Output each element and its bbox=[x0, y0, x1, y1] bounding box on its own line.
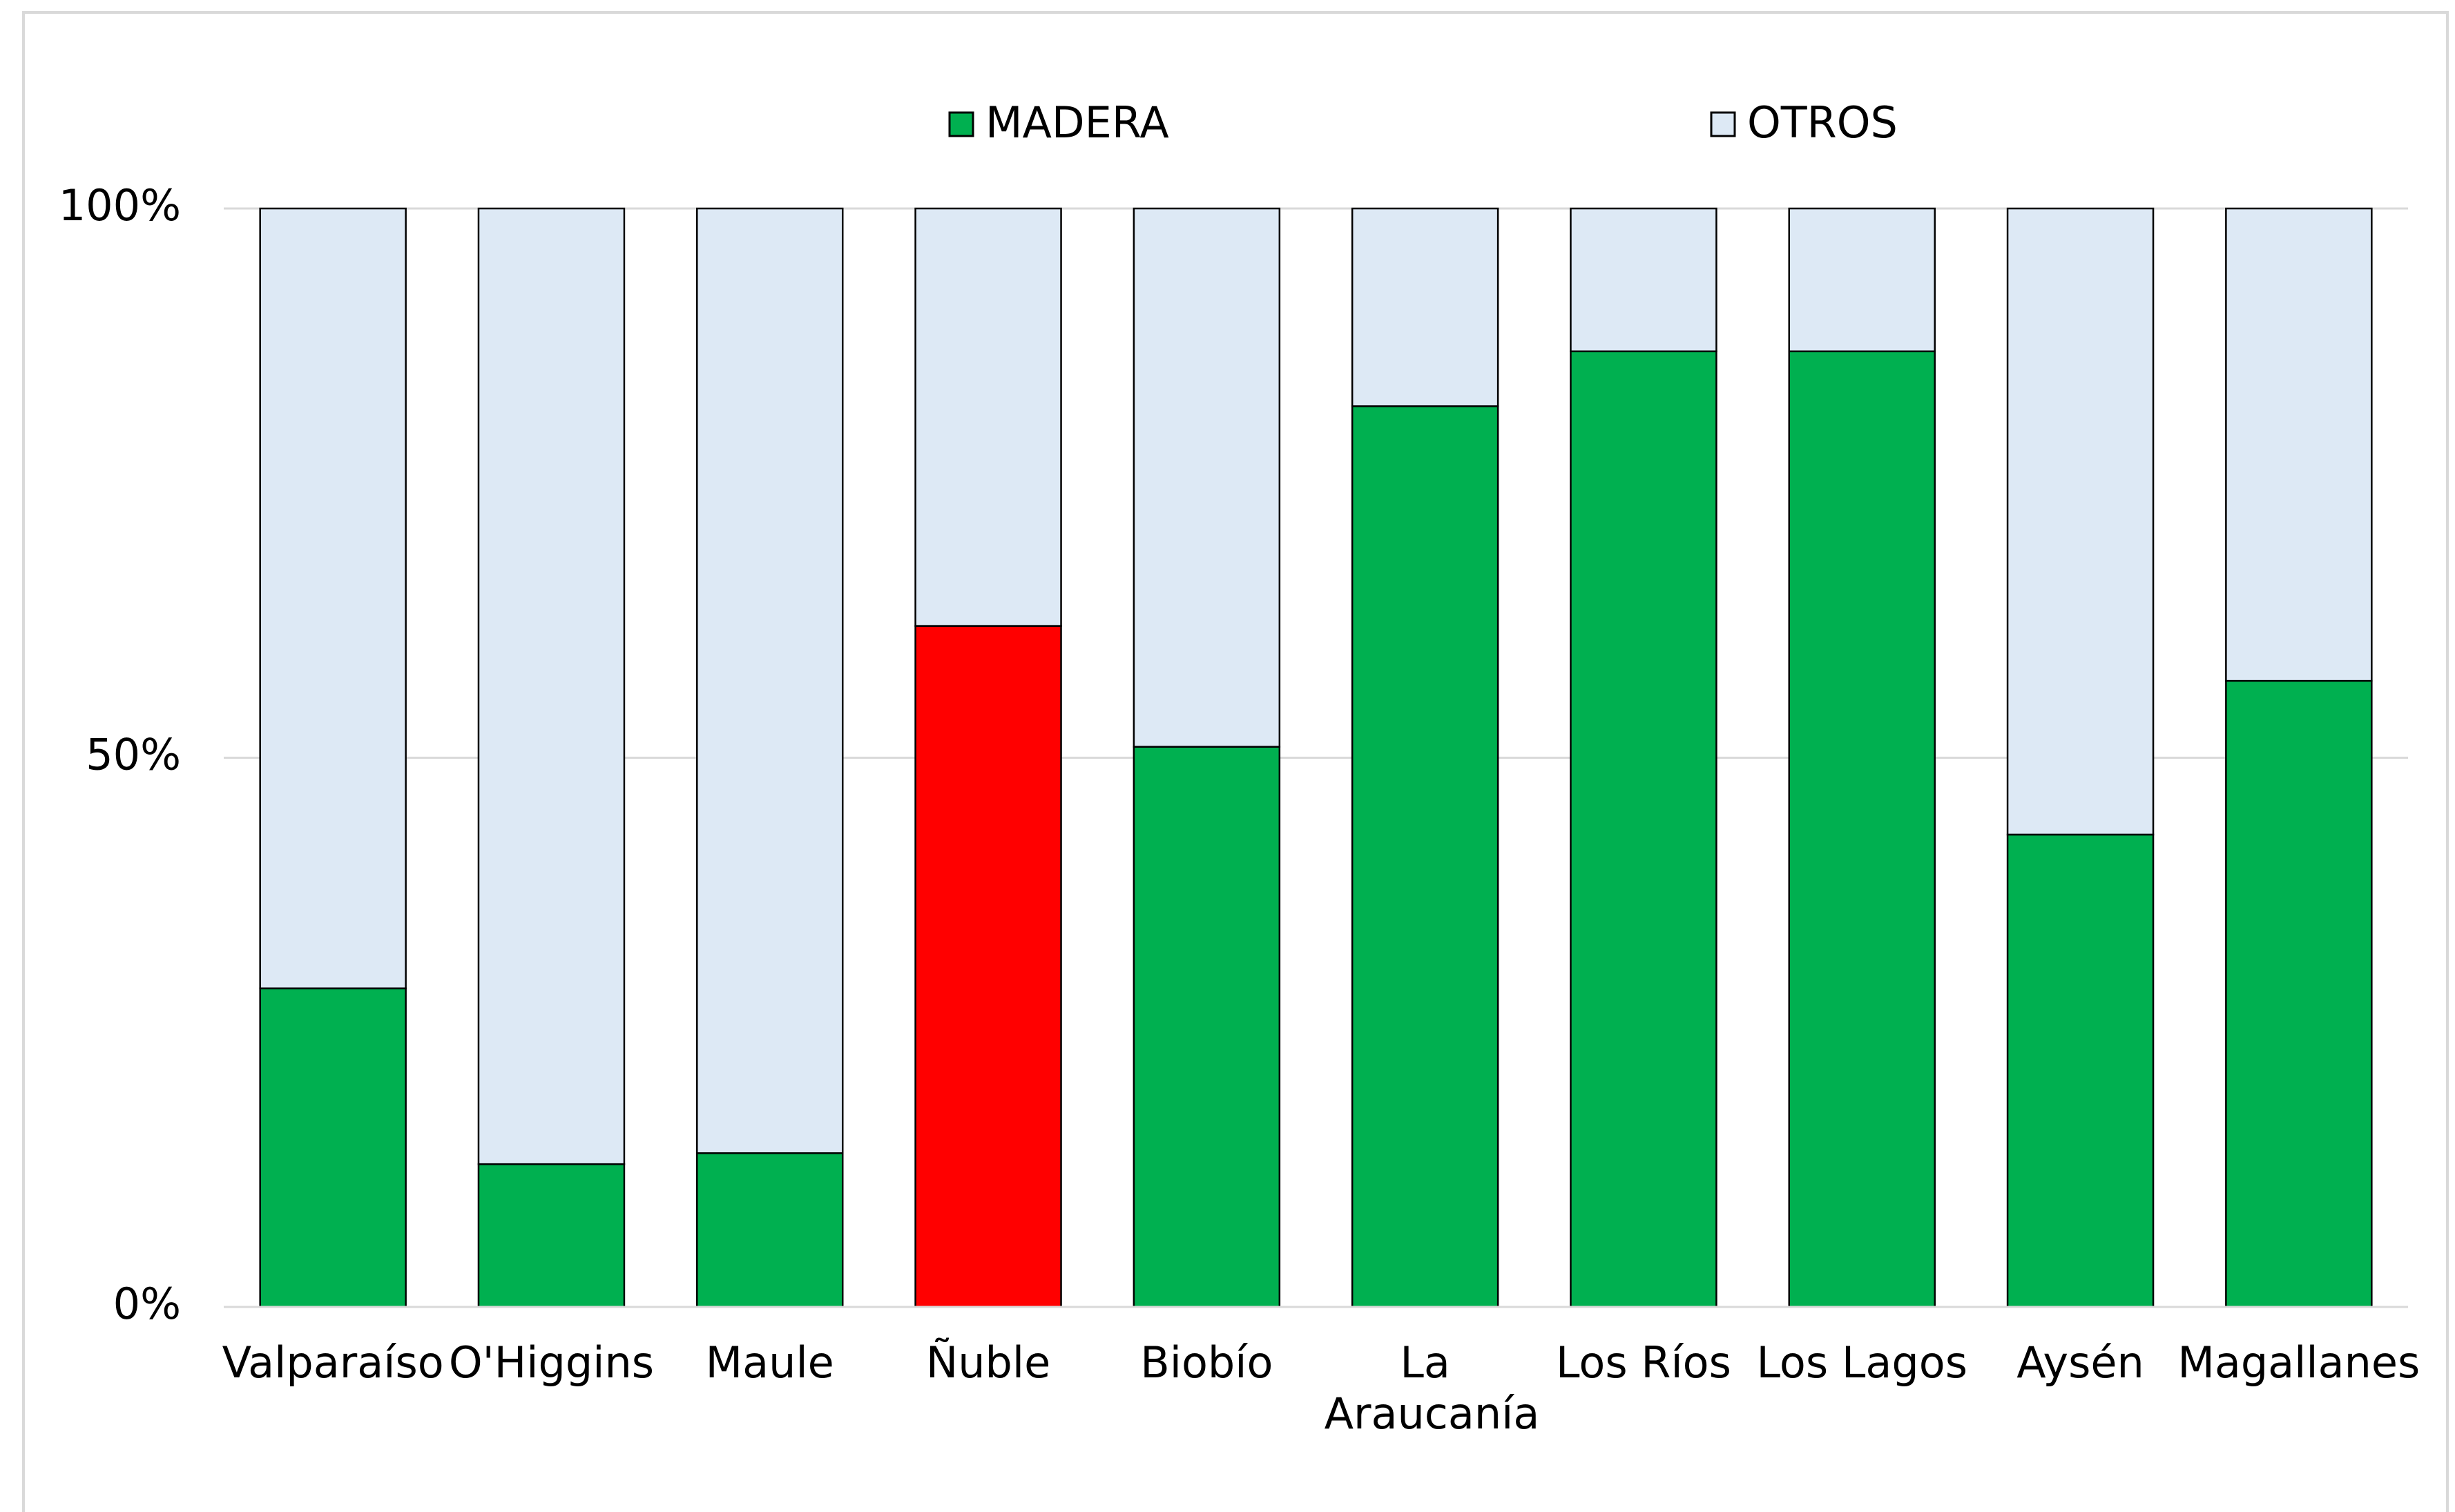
legend-label: OTROS bbox=[1747, 97, 1898, 148]
bar-segment bbox=[1570, 350, 1717, 1308]
bar-segment bbox=[1570, 207, 1717, 353]
bar-segment bbox=[2225, 679, 2373, 1308]
bar-segment bbox=[477, 1163, 626, 1308]
bar-segment bbox=[914, 625, 1062, 1308]
bar-segment bbox=[1351, 207, 1499, 407]
bar-segment bbox=[1788, 207, 1936, 353]
x-tick-label: Ñuble bbox=[926, 1337, 1050, 1388]
bar-segment bbox=[696, 1152, 844, 1308]
bar-segment bbox=[696, 207, 844, 1154]
x-tick-label: Aysén bbox=[2016, 1337, 2144, 1388]
bar-segment bbox=[1788, 350, 1936, 1308]
bar-segment bbox=[2006, 833, 2155, 1308]
bar-segment bbox=[1133, 207, 1281, 748]
y-tick-label: 100% bbox=[59, 180, 181, 231]
y-tick-label: 0% bbox=[113, 1279, 181, 1329]
bar-segment bbox=[2225, 207, 2373, 682]
x-tick-label: Maule bbox=[706, 1337, 834, 1388]
bar-segment bbox=[259, 987, 407, 1308]
legend-label: MADERA bbox=[985, 97, 1169, 148]
x-tick-label: Los Ríos bbox=[1556, 1337, 1731, 1388]
bar-segment bbox=[1351, 405, 1499, 1308]
x-tick-label: O'Higgins bbox=[449, 1337, 654, 1388]
y-tick-label: 50% bbox=[86, 730, 181, 780]
x-tick-label: Magallanes bbox=[2177, 1337, 2420, 1388]
x-tick-label: Valparaíso bbox=[222, 1337, 444, 1388]
bar-segment bbox=[259, 207, 407, 989]
legend-swatch bbox=[948, 111, 974, 137]
legend-swatch bbox=[1710, 111, 1736, 137]
x-tick-label: Biobío bbox=[1140, 1337, 1273, 1388]
x-tick-label: La Araucanía bbox=[1311, 1337, 1540, 1439]
bar-segment bbox=[2006, 207, 2155, 836]
bar-segment bbox=[914, 207, 1062, 627]
x-tick-label: Los Lagos bbox=[1756, 1337, 1967, 1388]
bar-segment bbox=[477, 207, 626, 1165]
bar-segment bbox=[1133, 746, 1281, 1308]
